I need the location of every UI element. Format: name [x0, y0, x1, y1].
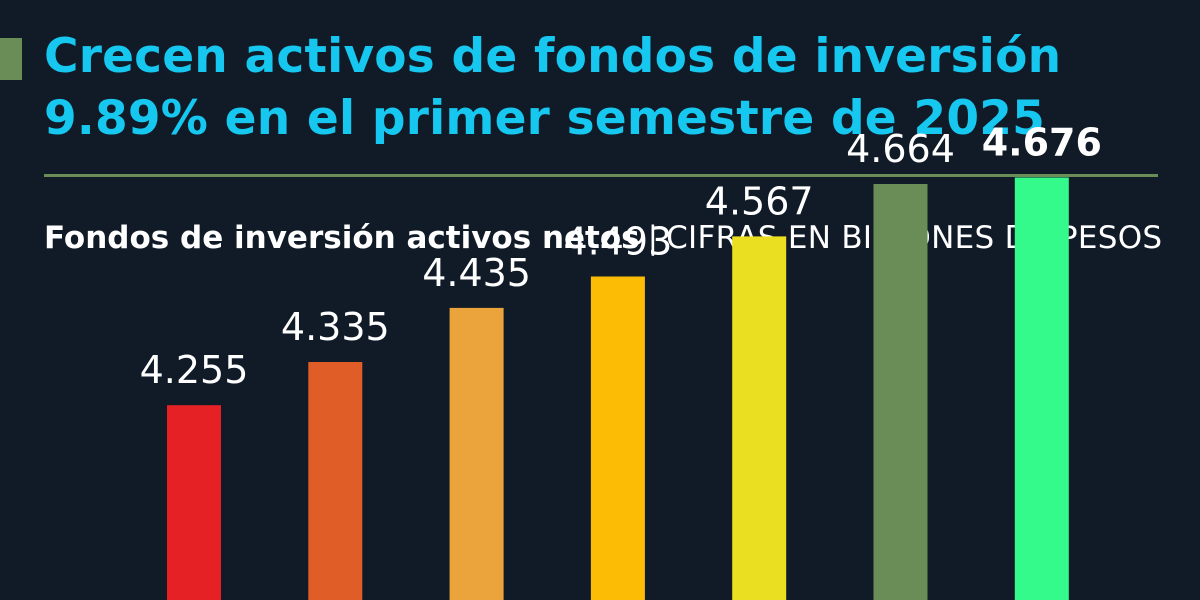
headline-line-2: 9.89% en el primer semestre de 2025 — [44, 91, 1046, 146]
bar-6 — [873, 184, 928, 600]
bar-1 — [167, 405, 221, 600]
bar-5 — [732, 236, 787, 600]
value-label-6: 4.664 — [846, 127, 955, 171]
value-label-2: 4.335 — [281, 305, 390, 349]
value-label-7: 4.676 — [982, 121, 1102, 165]
value-label-3: 4.435 — [422, 251, 531, 295]
divider — [44, 174, 1158, 177]
bar-4 — [590, 276, 645, 600]
value-label-5: 4.567 — [705, 179, 814, 223]
bar-3 — [449, 307, 504, 600]
value-label-4: 4.493 — [564, 220, 673, 264]
headline-line-1: Crecen activos de fondos de inversión — [44, 29, 1062, 84]
bar-2 — [308, 362, 363, 600]
subtitle-separator: | — [647, 220, 659, 256]
value-label-1: 4.255 — [140, 348, 249, 392]
accent-bar — [0, 38, 22, 80]
subtitle-strong: Fondos de inversión activos netos — [44, 220, 640, 256]
bar-7 — [1014, 177, 1069, 600]
headline: Crecen activos de fondos de inversión 9.… — [44, 26, 1164, 150]
